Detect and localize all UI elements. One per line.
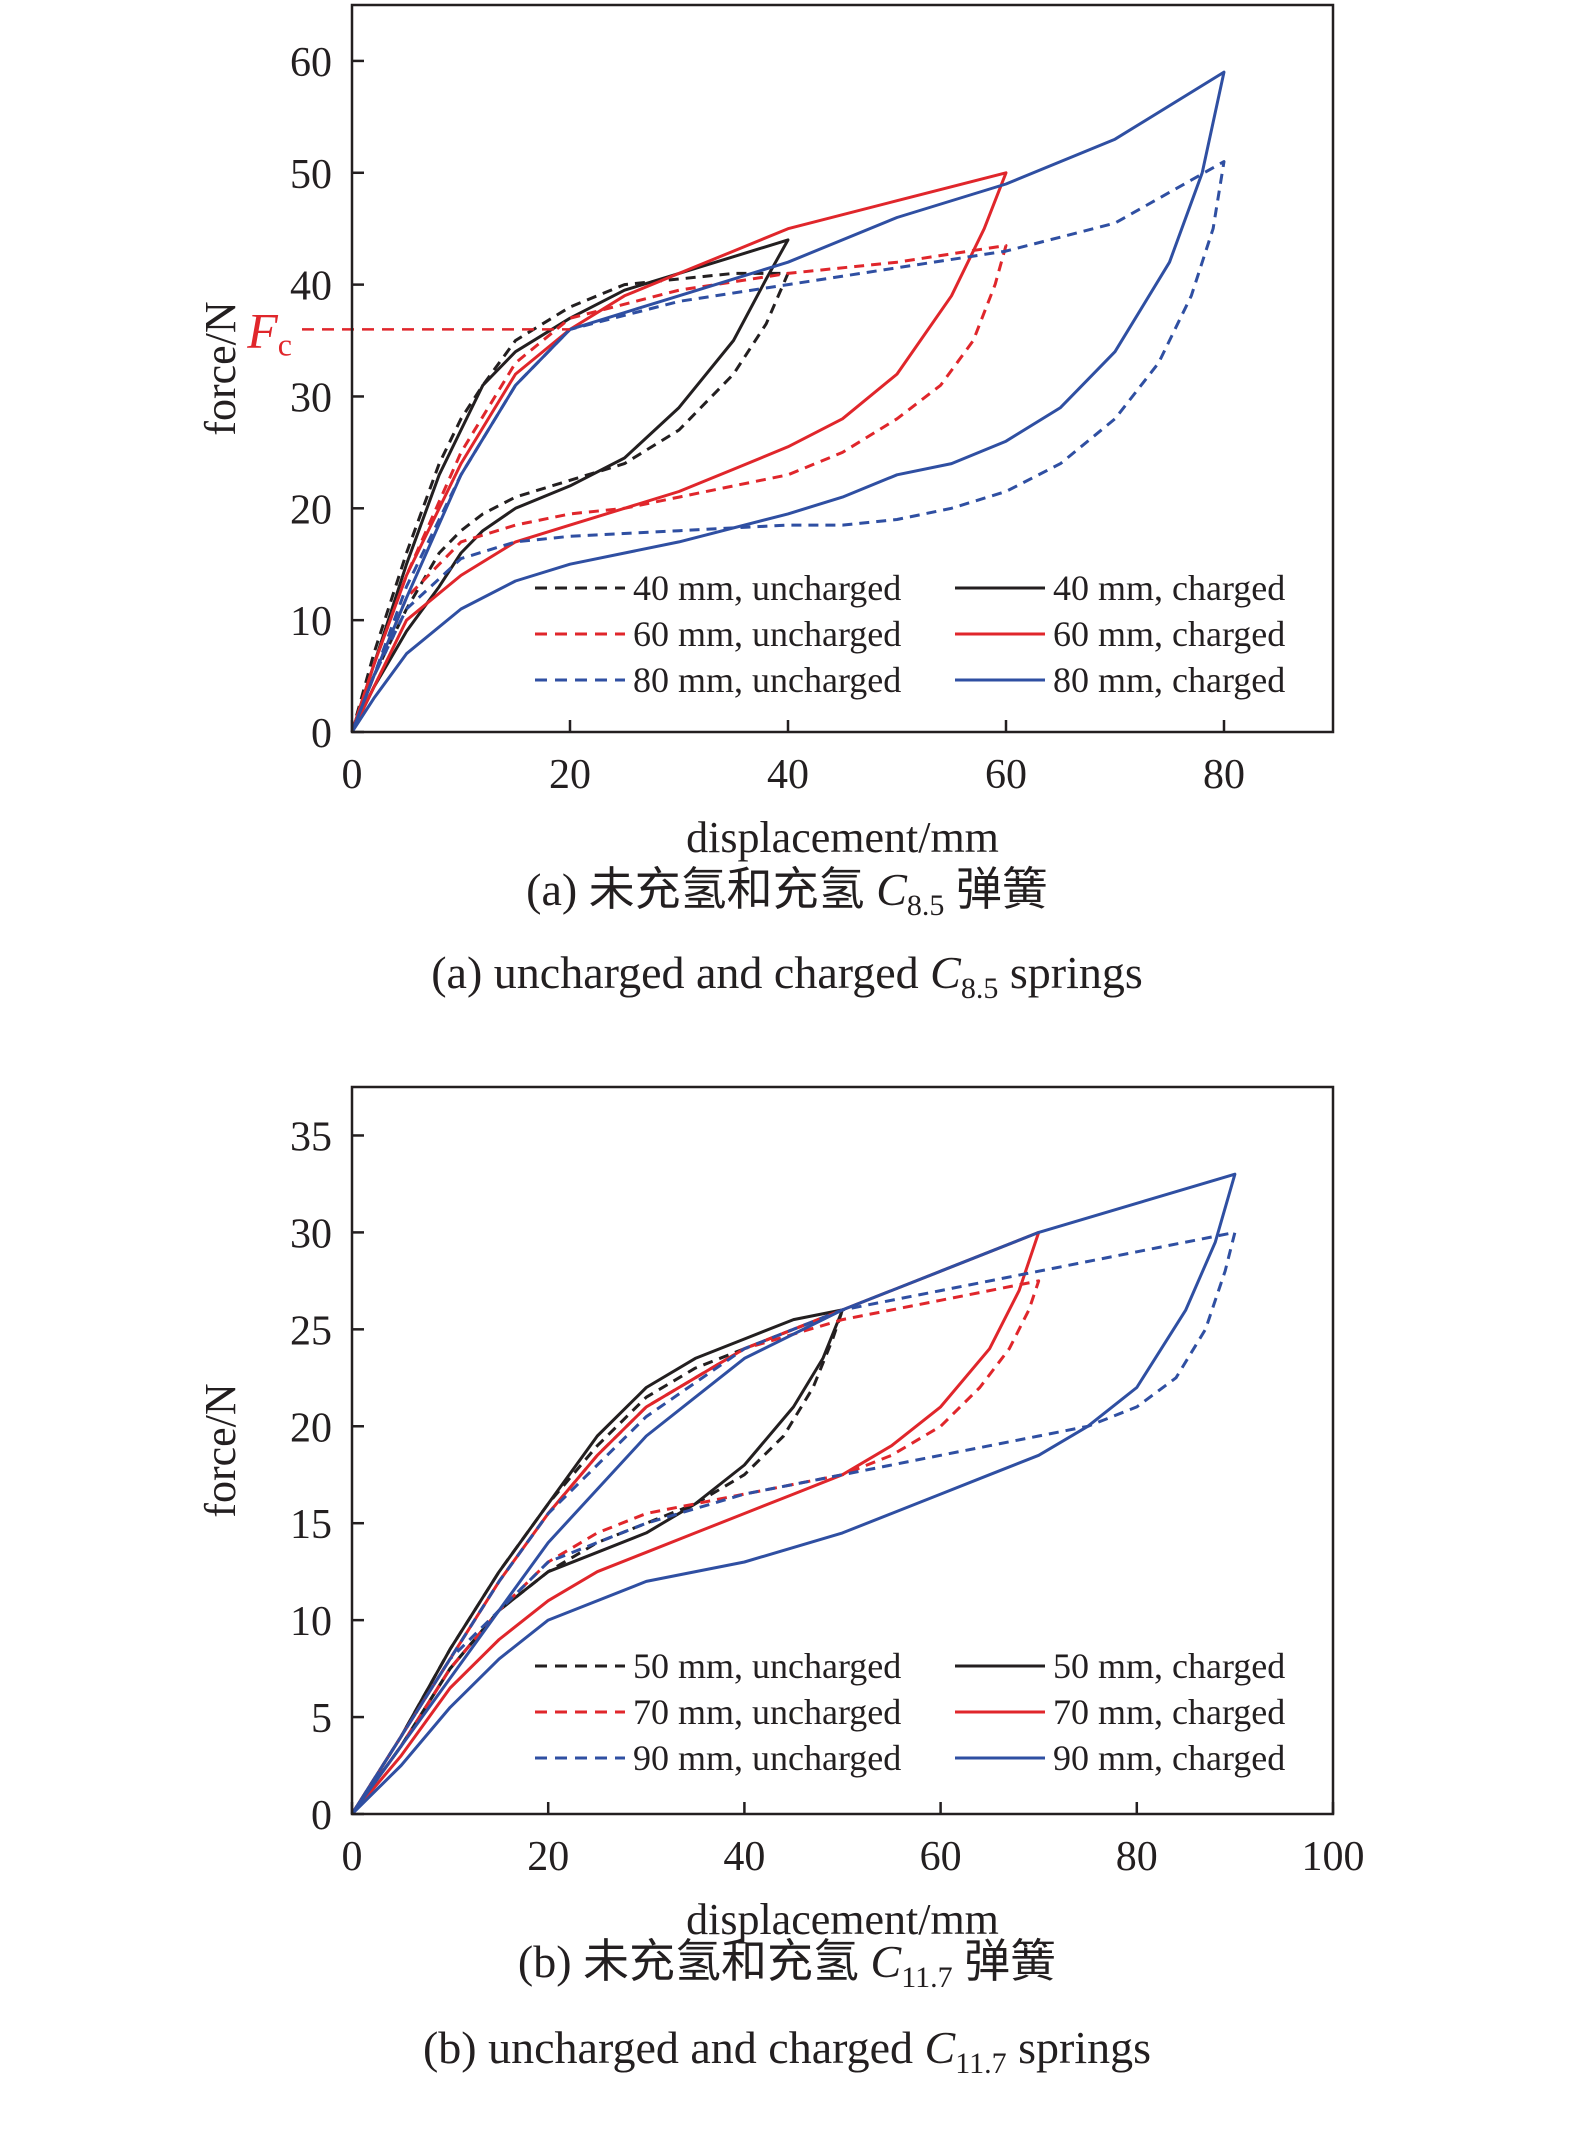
x-tick-label: 0	[342, 752, 363, 798]
x-tick-label: 20	[549, 752, 591, 798]
legend-label: 90 mm, charged	[1053, 1738, 1285, 1778]
caption-subscript: 11.7	[901, 1961, 952, 1994]
y-tick-label: 5	[311, 1696, 332, 1742]
series-line-60-mm-uncharged	[350, 244, 1008, 733]
legend-label: 90 mm, uncharged	[633, 1738, 901, 1778]
caption-symbol: C	[871, 1936, 903, 1987]
series-line-80-mm-charged	[350, 70, 1226, 733]
legend-label: 80 mm, uncharged	[633, 660, 901, 700]
y-tick-label: 25	[290, 1308, 332, 1354]
series-group	[350, 70, 1226, 733]
x-axis-label: displacement/mm	[686, 1895, 999, 1944]
y-tick-label: 10	[290, 1599, 332, 1645]
caption-suffix: springs	[1007, 2022, 1151, 2073]
legend-label: 80 mm, charged	[1053, 660, 1285, 700]
x-tick-label: 40	[723, 1834, 765, 1880]
caption-cn: (a) 未充氢和充氢 C8.5 弹簧	[526, 864, 1048, 922]
y-tick-label: 40	[290, 264, 332, 310]
y-tick-label: 15	[290, 1502, 332, 1548]
plot-frame	[350, 3, 1335, 734]
legend: 50 mm, uncharged 50 mm, charged 70 mm, unc…	[535, 1646, 1285, 1778]
legend-label: 40 mm, uncharged	[633, 568, 901, 608]
x-tick-label: 0	[342, 1834, 363, 1880]
caption-symbol: C	[925, 2022, 957, 2073]
legend-label: 50 mm, charged	[1053, 1646, 1285, 1686]
caption-en: (a) uncharged and charged C8.5 springs	[431, 947, 1143, 1005]
chart-panel-a: Fc 0 20 40 60 80 0 10 20 30 40 50 60 displacement/mm f…	[196, 3, 1335, 1005]
y-axis-label: force/N	[196, 1383, 245, 1517]
legend-label: 40 mm, charged	[1053, 568, 1285, 608]
caption-subscript: 8.5	[907, 889, 945, 922]
y-tick-label: 50	[290, 152, 332, 198]
series-line-60-mm-charged	[350, 171, 1008, 733]
fc-label-symbol: F	[246, 302, 278, 358]
x-tick-label: 40	[767, 752, 809, 798]
caption-en: (b) uncharged and charged C11.7 springs	[423, 2022, 1151, 2080]
series-line-90-mm-charged	[350, 1172, 1237, 1816]
caption-cn: (b) 未充氢和充氢 C11.7 弹簧	[518, 1936, 1056, 1994]
series-group	[350, 1172, 1237, 1816]
x-tick-label: 20	[527, 1834, 569, 1880]
x-tick-label: 60	[985, 752, 1027, 798]
y-tick-label: 20	[290, 1405, 332, 1451]
y-tick-label: 10	[290, 599, 332, 645]
caption-prefix: (a) 未充氢和充氢	[526, 864, 876, 915]
series-line-40-mm-uncharged	[350, 271, 790, 733]
caption-subscript: 8.5	[961, 972, 999, 1005]
caption-symbol: C	[876, 864, 908, 915]
x-tick-label: 60	[920, 1834, 962, 1880]
legend-label: 70 mm, charged	[1053, 1692, 1285, 1732]
y-tick-label: 30	[290, 375, 332, 421]
legend: 40 mm, uncharged 40 mm, charged 60 mm, unc…	[535, 568, 1285, 700]
y-axis-label: force/N	[196, 301, 245, 435]
fc-label-subscript: c	[278, 326, 292, 362]
y-tick-label: 0	[311, 1793, 332, 1839]
series-line-70-mm-charged	[350, 1230, 1041, 1815]
plot-frame	[350, 1085, 1335, 1816]
caption-suffix: springs	[998, 947, 1142, 998]
chart-panel-b: 0 20 40 60 80 100 0 5 10 15 20 25 30 35 displacement/m…	[196, 1085, 1365, 2080]
caption-suffix: 弹簧	[944, 864, 1048, 915]
series-line-50-mm-charged	[350, 1308, 844, 1815]
caption-prefix: (b) 未充氢和充氢	[518, 1936, 871, 1987]
y-tick-label: 0	[311, 711, 332, 757]
series-line-70-mm-uncharged	[350, 1279, 1041, 1815]
y-tick-label: 30	[290, 1211, 332, 1257]
y-tick-label: 60	[290, 40, 332, 86]
x-tick-label: 100	[1302, 1834, 1365, 1880]
legend-label: 60 mm, uncharged	[633, 614, 901, 654]
caption-symbol: C	[930, 947, 962, 998]
fc-label: Fc	[246, 302, 292, 362]
caption-prefix: (a) uncharged and charged	[431, 947, 930, 998]
y-tick-label: 35	[290, 1114, 332, 1160]
caption-suffix: 弹簧	[953, 1936, 1057, 1987]
legend-label: 70 mm, uncharged	[633, 1692, 901, 1732]
legend-label: 60 mm, charged	[1053, 614, 1285, 654]
y-tick-label: 20	[290, 487, 332, 533]
caption-prefix: (b) uncharged and charged	[423, 2022, 925, 2073]
series-line-40-mm-charged	[350, 238, 790, 733]
x-tick-label: 80	[1116, 1834, 1158, 1880]
legend-label: 50 mm, uncharged	[633, 1646, 901, 1686]
x-tick-label: 80	[1203, 752, 1245, 798]
x-axis-label: displacement/mm	[686, 813, 999, 862]
caption-subscript: 11.7	[955, 2047, 1006, 2080]
